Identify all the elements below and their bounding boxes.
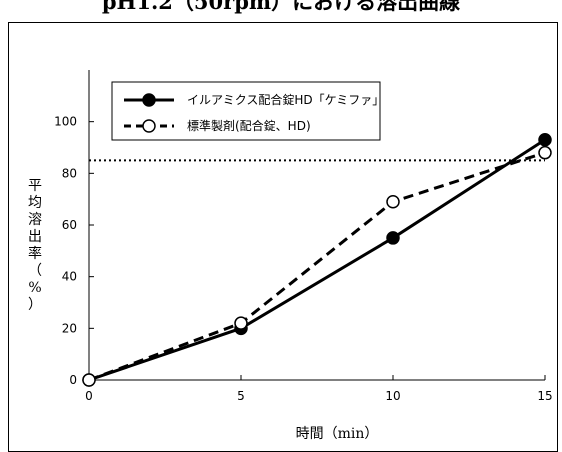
series-1-point bbox=[386, 231, 400, 245]
series-1-point bbox=[538, 133, 552, 147]
axes: 0 20 40 60 80 100 0 5 10 15 bbox=[54, 70, 553, 403]
series-2-point bbox=[386, 195, 400, 209]
y-tick-label: 80 bbox=[62, 166, 77, 180]
y-axis-label-char: 平 bbox=[28, 178, 42, 194]
x-tick-label: 5 bbox=[237, 389, 245, 403]
x-axis-label: 時間（min） bbox=[296, 426, 379, 442]
legend-label-2: 標準製剤(配合錠、HD) bbox=[187, 118, 311, 133]
legend-box bbox=[111, 81, 381, 141]
y-tick-label: 20 bbox=[62, 321, 77, 335]
y-tick-label: 40 bbox=[62, 270, 77, 284]
legend: イルアミクス配合錠HD「ケミファ」標準製剤(配合錠、HD) bbox=[111, 81, 384, 141]
y-tick-label: 0 bbox=[69, 373, 77, 387]
series-group bbox=[82, 133, 552, 387]
legend-marker-1 bbox=[142, 93, 156, 107]
y-axis-label-char: 均 bbox=[28, 195, 42, 211]
series-line-1 bbox=[88, 138, 546, 382]
x-tick-label: 10 bbox=[385, 389, 400, 403]
y-axis-label-char: 率 bbox=[28, 245, 42, 262]
y-tick-label: 100 bbox=[54, 115, 77, 129]
series-line-2 bbox=[88, 151, 546, 382]
y-tick-label: 60 bbox=[62, 218, 77, 232]
x-tick-label: 15 bbox=[537, 389, 552, 403]
y-axis-label-char: ） bbox=[28, 297, 42, 313]
y-axis-label-char: 溶 bbox=[28, 212, 42, 228]
x-tick-label: 0 bbox=[85, 389, 93, 403]
legend-marker-2 bbox=[142, 119, 156, 133]
chart-title: pH1.2（50rpm）における溶出曲線 bbox=[101, 0, 461, 14]
series-2-point bbox=[538, 145, 552, 160]
series-2-point bbox=[234, 316, 248, 330]
y-axis-label-char: （ bbox=[28, 263, 42, 279]
y-axis-label-char: 出 bbox=[28, 229, 42, 245]
y-axis-label-char: % bbox=[28, 280, 41, 296]
legend-label-1: イルアミクス配合錠HD「ケミファ」 bbox=[187, 92, 384, 107]
series-2-point bbox=[82, 373, 96, 387]
